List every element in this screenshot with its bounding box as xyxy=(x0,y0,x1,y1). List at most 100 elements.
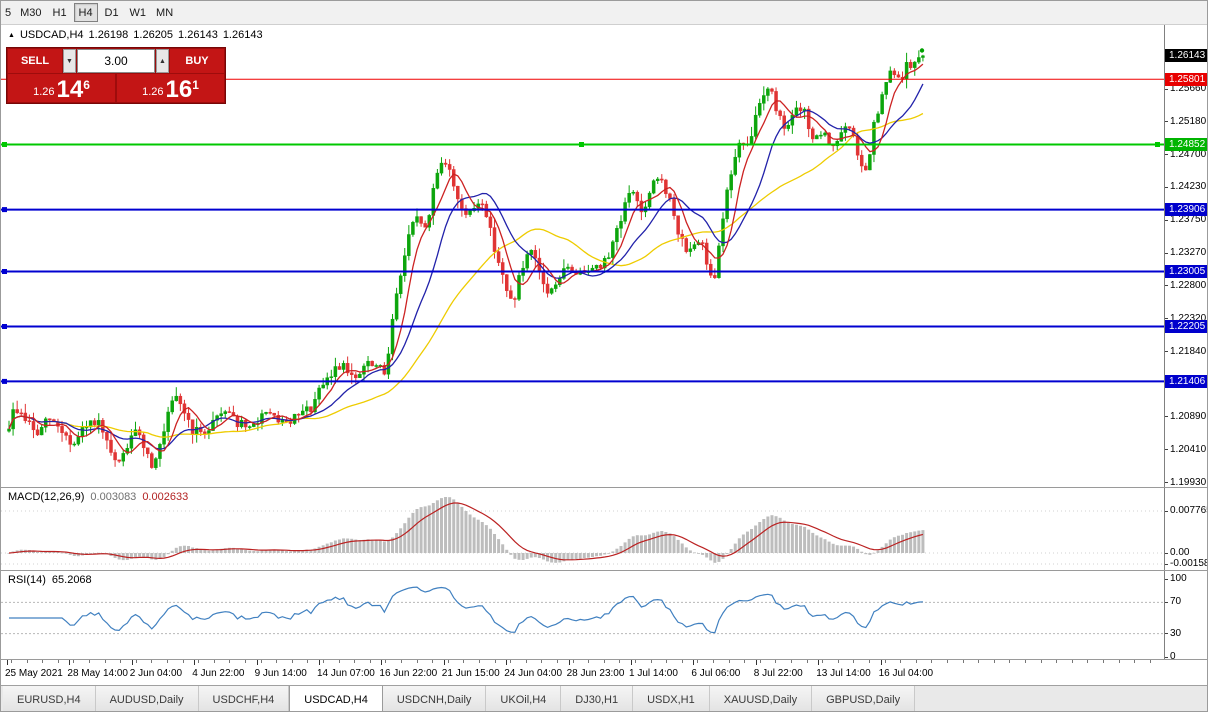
time-minor-tick xyxy=(245,660,246,663)
buy-button[interactable]: BUY xyxy=(170,49,224,73)
macd-bar xyxy=(607,553,611,554)
timeframe-button-h1[interactable]: H1 xyxy=(52,6,67,19)
time-minor-tick xyxy=(822,660,824,663)
macd-bar xyxy=(150,553,154,560)
macd-bar xyxy=(741,534,745,553)
line-handle[interactable] xyxy=(2,324,7,329)
volume-input[interactable] xyxy=(77,49,155,73)
macd-bar xyxy=(93,553,97,554)
chart-tab-usdcnh-daily[interactable]: USDCNH,Daily xyxy=(382,686,487,711)
macd-bar xyxy=(501,544,505,553)
macd-scale-label: 0.00 xyxy=(1170,547,1190,558)
chart-tab-xauusd-daily[interactable]: XAUUSD,Daily xyxy=(709,686,813,711)
line-handle[interactable] xyxy=(1155,142,1160,147)
panel-divider[interactable] xyxy=(1,659,1207,660)
timeframe-button-5[interactable]: 5 xyxy=(5,6,12,19)
macd-scale-label: -0.001584 xyxy=(1170,558,1207,569)
time-axis[interactable]: 25 May 2021 28 May 14:00 2 Jun 04:00 4 Jun … xyxy=(1,659,1207,685)
sell-button[interactable]: SELL xyxy=(8,49,62,73)
time-axis-label: 2 Jun 04:00 xyxy=(129,668,183,679)
line-handle[interactable] xyxy=(2,207,7,213)
macd-bar xyxy=(823,539,827,553)
macd-bar xyxy=(146,553,150,558)
ohlc-close: 1.26143 xyxy=(222,29,263,41)
line-handle[interactable] xyxy=(579,142,584,147)
chart-tab-dj30-h1[interactable]: DJ30,H1 xyxy=(561,686,634,711)
volume-decrease-button[interactable]: ▼ xyxy=(63,49,76,73)
macd-bar xyxy=(350,538,354,553)
time-major-tick xyxy=(880,660,882,665)
one-click-toggle-icon[interactable]: ▲ xyxy=(8,31,15,39)
macd-bar xyxy=(178,546,182,553)
chart-tab-eurusd-h4[interactable]: EURUSD,H4 xyxy=(3,686,96,711)
macd-bar xyxy=(158,553,162,559)
timeframe-button-m30[interactable]: M30 xyxy=(20,6,42,19)
rsi-name: RSI(14) xyxy=(8,574,46,586)
macd-bar xyxy=(7,553,11,554)
macd-bar xyxy=(280,550,284,553)
timeframe-button-w1[interactable]: W1 xyxy=(129,6,147,19)
macd-main-value: 0.003083 xyxy=(90,491,137,503)
macd-bar xyxy=(36,552,40,553)
macd-bar xyxy=(358,540,362,553)
macd-bar xyxy=(89,553,93,554)
line-handle[interactable] xyxy=(2,142,7,147)
chart-tab-audusd-daily[interactable]: AUDUSD,Daily xyxy=(95,686,199,711)
price-scale-label: 1.23270 xyxy=(1170,247,1207,259)
chart-tab-usdchf-h4[interactable]: USDCHF,H4 xyxy=(198,686,290,711)
macd-bar xyxy=(272,549,276,553)
macd-bar xyxy=(639,535,643,553)
chart-tab-usdcad-h4[interactable]: USDCAD,H4 xyxy=(289,686,383,711)
ask-quote[interactable]: 1.26 16 1 xyxy=(117,74,224,102)
scale-tick xyxy=(1165,482,1168,484)
time-minor-tick xyxy=(447,660,449,663)
time-minor-tick xyxy=(947,660,948,663)
macd-chart[interactable] xyxy=(1,488,1164,570)
macd-bar xyxy=(643,535,647,553)
macd-bar xyxy=(125,553,129,560)
panel-divider[interactable] xyxy=(1,570,1207,571)
line-handle[interactable] xyxy=(2,269,7,274)
macd-bar xyxy=(223,548,227,553)
macd-bar xyxy=(684,547,688,553)
line-handle[interactable] xyxy=(2,378,7,384)
scale-tick xyxy=(1165,601,1168,603)
macd-bar xyxy=(778,517,782,553)
time-minor-tick xyxy=(416,660,418,663)
macd-bar xyxy=(558,553,562,563)
timeframe-button-d1[interactable]: D1 xyxy=(104,6,119,19)
ma-14-line xyxy=(8,83,924,450)
bid-quote[interactable]: 1.26 14 6 xyxy=(8,74,115,102)
time-minor-tick xyxy=(1009,660,1011,663)
time-minor-tick xyxy=(681,660,683,663)
chart-tab-gbpusd-daily[interactable]: GBPUSD,Daily xyxy=(812,686,916,711)
time-minor-tick xyxy=(182,660,184,663)
macd-bar xyxy=(611,551,615,553)
macd-bar xyxy=(913,531,917,553)
chart-tab-ukoil-h4[interactable]: UKOil,H4 xyxy=(486,686,562,711)
macd-bar xyxy=(668,533,672,553)
candlestick-chart[interactable] xyxy=(1,25,1164,487)
macd-bar xyxy=(427,505,431,553)
macd-bar xyxy=(872,552,876,554)
chart-tab-usdx-h1[interactable]: USDX,H1 xyxy=(633,686,710,711)
macd-bar xyxy=(325,543,329,553)
macd-bar xyxy=(399,528,403,553)
price-scale[interactable]: 1.25660 1.25180 1.24700 1.24230 1.23750 1.232… xyxy=(1164,25,1207,662)
macd-bar xyxy=(138,553,142,557)
time-minor-tick xyxy=(1149,660,1151,663)
timeframe-button-mn[interactable]: MN xyxy=(156,6,174,19)
ohlc-open: 1.26198 xyxy=(88,29,129,41)
rsi-scale-label: 100 xyxy=(1170,573,1187,584)
volume-increase-button[interactable]: ▲ xyxy=(156,49,169,73)
timeframe-button-h4[interactable]: H4 xyxy=(73,3,98,22)
macd-bar xyxy=(672,536,676,553)
time-minor-tick xyxy=(837,660,839,663)
macd-bar xyxy=(211,550,215,553)
macd-bar xyxy=(664,532,668,553)
rsi-scale-label: 30 xyxy=(1170,627,1182,639)
rsi-chart[interactable] xyxy=(1,571,1164,659)
panel-divider[interactable] xyxy=(1,487,1207,488)
macd-bar xyxy=(166,553,170,555)
macd-bar xyxy=(219,548,223,553)
